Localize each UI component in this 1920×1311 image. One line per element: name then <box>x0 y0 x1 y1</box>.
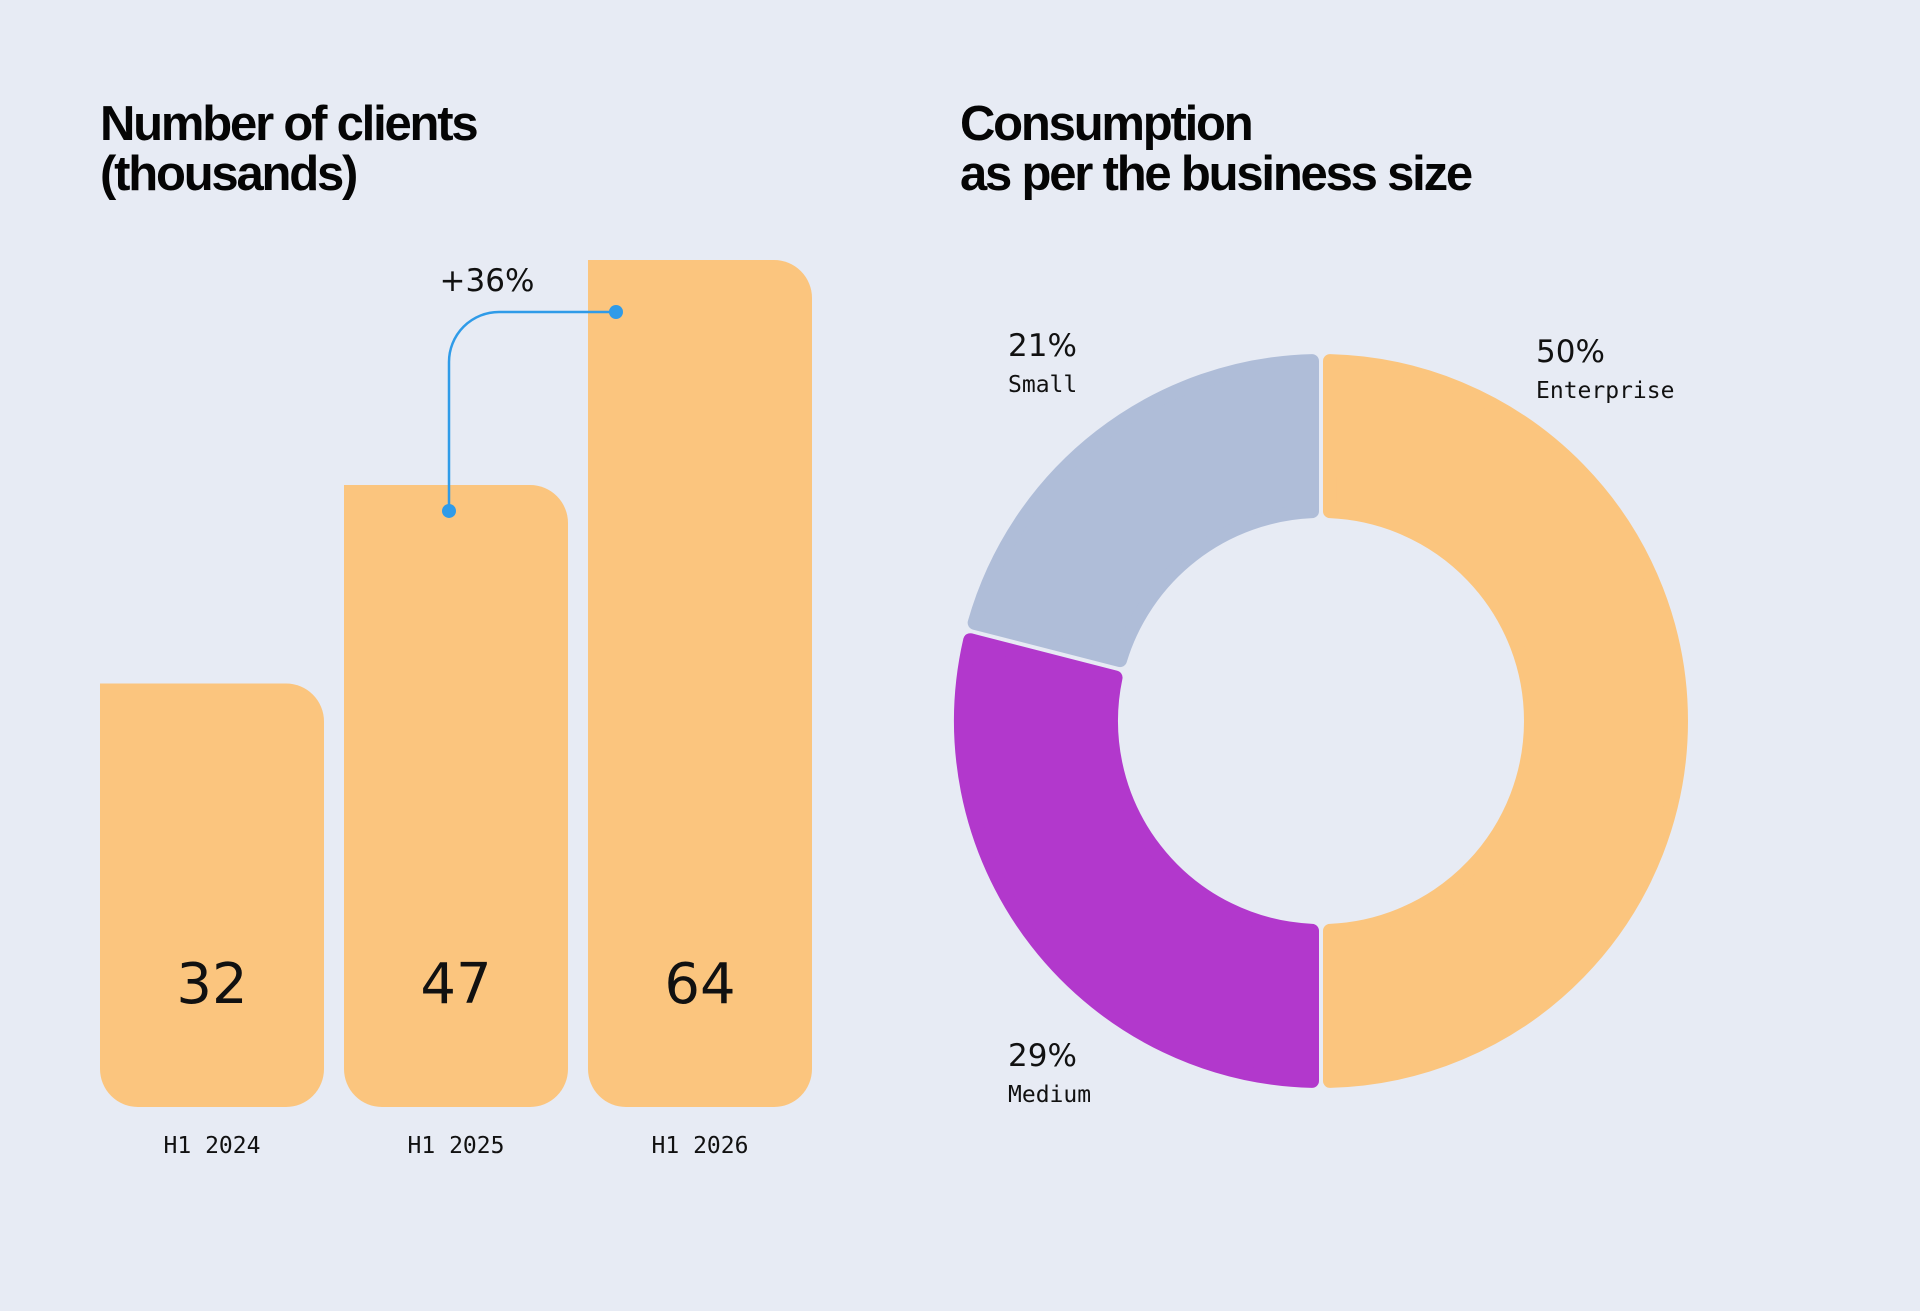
slice-name-medium: Medium <box>1008 1082 1091 1108</box>
donut-chart-title: Consumption as per the business size <box>960 97 1473 201</box>
bar-h1-2025 <box>344 484 568 1107</box>
growth-percentage-label: +36% <box>440 263 535 299</box>
bar-value-label: 32 <box>176 952 247 1017</box>
bar-chart-title-line-1: Number of clients <box>100 97 479 151</box>
donut-chart-title-line-2: as per the business size <box>960 147 1473 201</box>
growth-connector-line <box>447 310 616 511</box>
growth-connector-dot-start <box>442 503 456 518</box>
slice-percentage-small: 21% <box>1008 328 1077 364</box>
donut-chart-title-line-1: Consumption <box>960 97 1254 151</box>
donut-slice-enterprise <box>1323 354 1688 1088</box>
slice-name-enterprise: Enterprise <box>1536 378 1674 404</box>
category-label: H1 2026 <box>652 1133 749 1159</box>
bar-h1-2026 <box>588 260 812 1107</box>
donut-slice-medium <box>954 633 1319 1088</box>
category-label: H1 2025 <box>408 1133 505 1159</box>
slice-percentage-medium: 29% <box>1008 1038 1077 1074</box>
category-label: H1 2024 <box>164 1133 261 1159</box>
slice-name-small: Small <box>1008 372 1077 398</box>
donut-slice-small <box>967 354 1319 668</box>
bar-chart-title: Number of clients (thousands) <box>100 97 479 201</box>
growth-connector-dot-end <box>609 305 623 319</box>
bar-chart-title-line-2: (thousands) <box>100 147 358 201</box>
bar-h1-2024 <box>100 683 324 1107</box>
bar-value-label: 47 <box>420 952 491 1017</box>
slice-percentage-enterprise: 50% <box>1536 334 1605 370</box>
bar-value-label: 64 <box>664 952 735 1017</box>
